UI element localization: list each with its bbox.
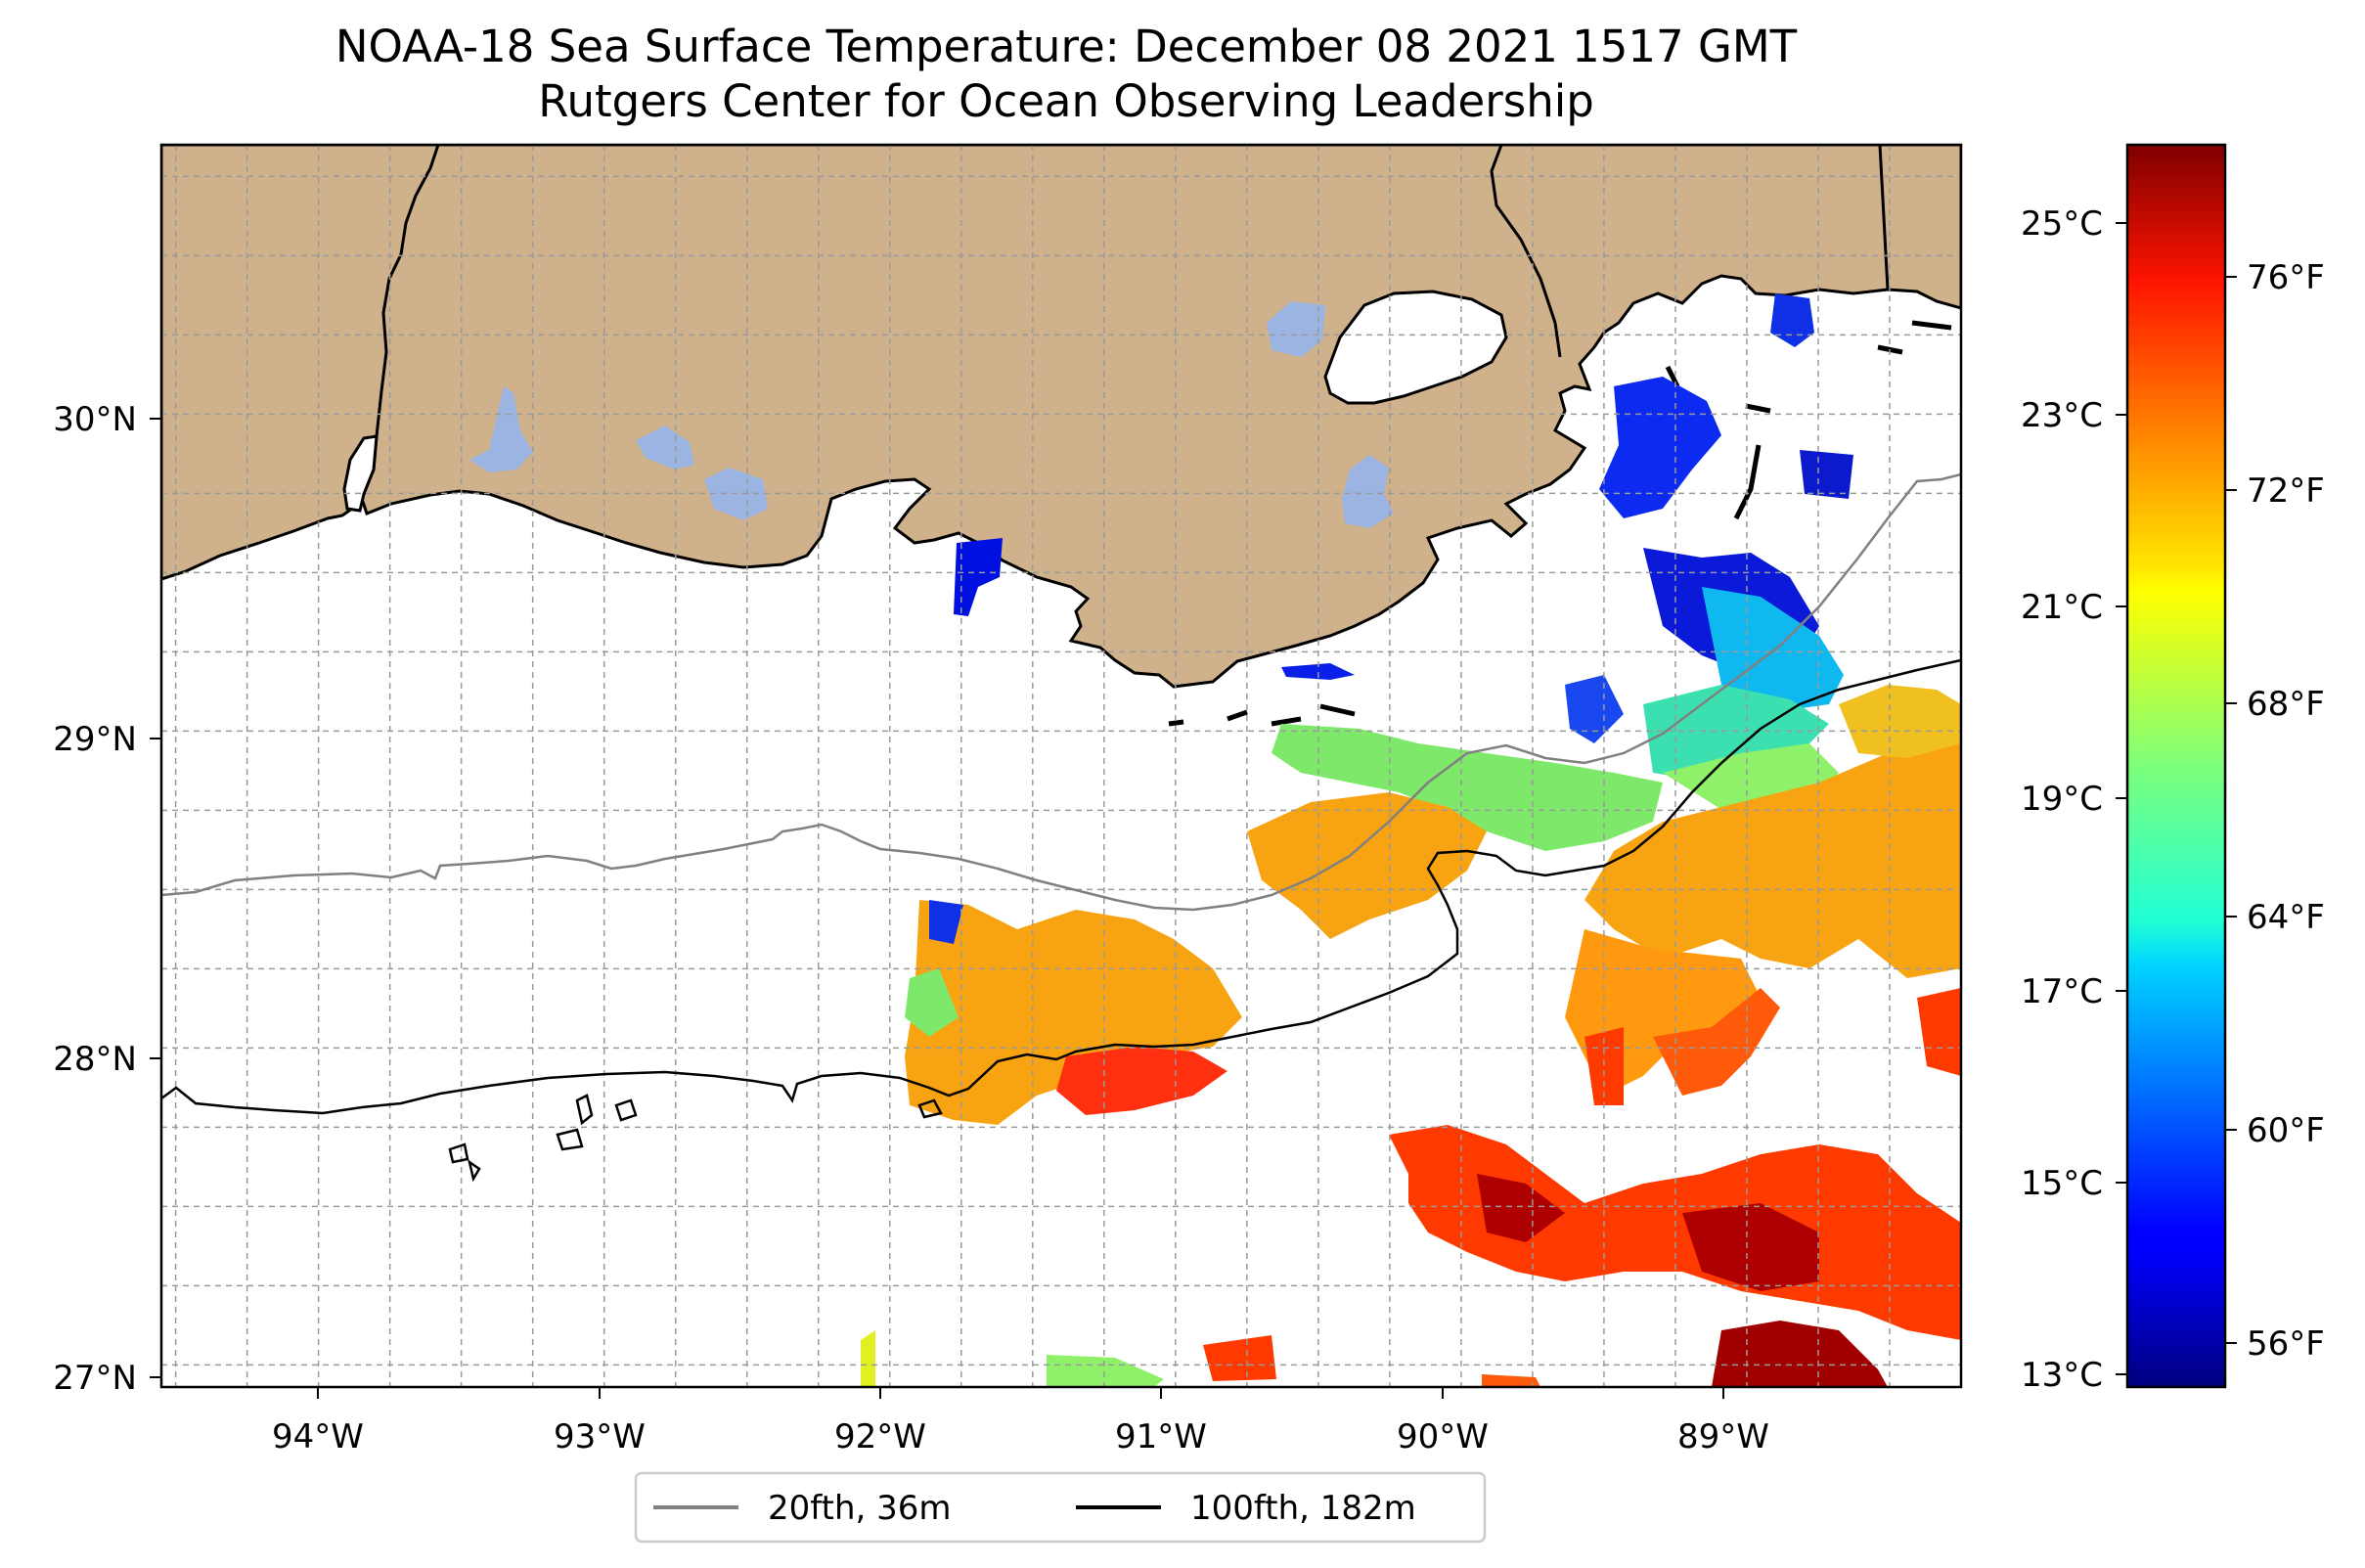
sst-patch-warm [1653, 988, 1780, 1096]
sst-patch-hot [1477, 1174, 1565, 1242]
longitude-axis: 94°W 93°W 92°W 91°W 90°W 89°W [272, 1387, 1769, 1456]
sst-patch-cold [1281, 663, 1355, 680]
c-tick-label: 17°C [2021, 972, 2103, 1011]
x-tick-label: 93°W [554, 1417, 646, 1456]
sst-patch-warm [1584, 724, 1961, 978]
state-border [1878, 145, 1890, 291]
x-tick-label: 94°W [272, 1417, 364, 1456]
sst-patch-warm [1247, 792, 1487, 939]
sst-patch-hot [1712, 1321, 1888, 1387]
lake-inland [1342, 455, 1394, 528]
isobath-100fth [161, 658, 1961, 1115]
colorbar-fahrenheit-axis: 76°F 72°F 68°F 64°F 60°F 56°F [2225, 258, 2325, 1364]
c-tick-label: 13°C [2021, 1356, 2103, 1395]
sst-patch-cold [954, 538, 1003, 616]
legend-label: 100fth, 182m [1190, 1489, 1416, 1528]
colorbar: 25°C 23°C 21°C 19°C 17°C 15°C 13°C 76°F … [2021, 143, 2325, 1395]
sst-patch-hot [1917, 988, 1961, 1076]
f-tick-label: 64°F [2247, 898, 2325, 937]
state-border [1490, 145, 1562, 358]
figure-subtitle: Rutgers Center for Ocean Observing Leade… [538, 75, 1594, 127]
y-tick-label: 27°N [53, 1359, 137, 1398]
sst-patch-cold [1565, 675, 1624, 743]
c-tick-label: 23°C [2021, 396, 2103, 435]
y-tick-label: 29°N [53, 720, 137, 759]
legend-label: 20fth, 36m [768, 1489, 952, 1528]
y-tick-label: 30°N [53, 400, 137, 439]
map-area [161, 145, 1961, 1387]
f-tick-label: 60°F [2247, 1111, 2325, 1150]
x-tick-label: 92°W [834, 1417, 926, 1456]
y-tick-label: 28°N [53, 1040, 137, 1079]
c-tick-label: 19°C [2021, 780, 2103, 819]
colorbar-gradient [2125, 143, 2227, 1389]
f-tick-label: 56°F [2247, 1324, 2325, 1364]
legend: 20fth, 36m 100fth, 182m [634, 1471, 1487, 1544]
x-tick-label: 90°W [1397, 1417, 1489, 1456]
sst-patch-hot [1203, 1335, 1276, 1381]
latitude-axis: 30°N 29°N 28°N 27°N [53, 400, 161, 1398]
x-tick-label: 91°W [1115, 1417, 1207, 1456]
c-tick-label: 15°C [2021, 1164, 2103, 1203]
sst-patch-mild [1272, 724, 1663, 851]
state-border [375, 145, 440, 437]
sst-patch-hot [1682, 1203, 1819, 1291]
sst-patch-hot [1584, 1027, 1624, 1105]
lake-inland [469, 386, 533, 472]
sst-patch-hot [1056, 1047, 1227, 1115]
sst-patch-cold [1770, 293, 1814, 347]
lake-inland [1267, 301, 1325, 357]
legend-box [634, 1471, 1487, 1544]
land-louisiana [161, 145, 1961, 689]
marsh-island [1168, 703, 1356, 727]
sst-patch-hot [1482, 1374, 1540, 1387]
sst-patch-warm [1839, 685, 1961, 758]
lake-inland [636, 426, 694, 470]
gridlines [161, 145, 1961, 1387]
sst-patch-mild [1047, 1355, 1164, 1387]
island [448, 1094, 943, 1183]
f-tick-label: 76°F [2247, 258, 2325, 297]
f-tick-label: 68°F [2247, 685, 2325, 724]
figure-title: NOAA-18 Sea Surface Temperature: Decembe… [335, 21, 1798, 72]
f-tick-label: 72°F [2247, 471, 2325, 511]
sst-patch-mild [861, 1330, 875, 1387]
map-frame [159, 143, 1963, 1389]
sst-patch-mild [905, 968, 959, 1037]
sst-patch-cold [929, 900, 963, 944]
x-tick-label: 89°W [1677, 1417, 1769, 1456]
sst-patch-cold [1800, 450, 1853, 499]
isobath-20fth [161, 472, 1961, 912]
c-tick-label: 21°C [2021, 588, 2103, 627]
sst-patch-cold [1599, 377, 1721, 518]
colorbar-celsius-axis: 25°C 23°C 21°C 19°C 17°C 15°C 13°C [2021, 204, 2127, 1395]
c-tick-label: 25°C [2021, 204, 2103, 244]
